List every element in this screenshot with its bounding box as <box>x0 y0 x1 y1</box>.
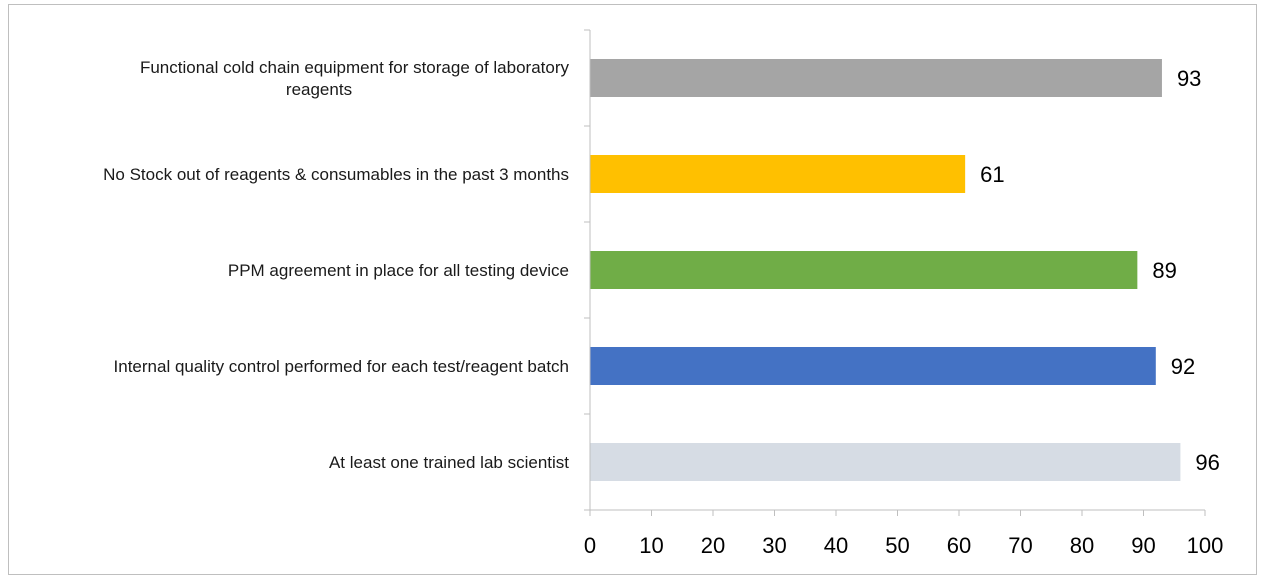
category-label-2: PPM agreement in place for all testing d… <box>228 261 569 280</box>
labels-group: 93 Functional cold chain equipment for st… <box>103 58 1223 558</box>
bar-4 <box>590 443 1181 481</box>
category-label-0-line-0: Functional cold chain equipment for stor… <box>140 58 570 77</box>
x-tick-label-0: 0 <box>584 533 596 558</box>
bar-0 <box>590 59 1162 97</box>
value-label-3: 92 <box>1171 354 1195 379</box>
x-tick-label-7: 70 <box>1008 533 1032 558</box>
value-label-4: 96 <box>1195 450 1219 475</box>
bar-3 <box>590 347 1156 385</box>
x-tick-label-1: 10 <box>639 533 663 558</box>
category-label-1: No Stock out of reagents & consumables i… <box>103 165 569 184</box>
bar-2 <box>590 251 1138 289</box>
x-tick-label-4: 40 <box>824 533 848 558</box>
x-tick-label-2: 20 <box>701 533 725 558</box>
value-label-1: 61 <box>980 162 1004 187</box>
value-label-2: 89 <box>1152 258 1176 283</box>
x-tick-label-6: 60 <box>947 533 971 558</box>
x-tick-label-3: 30 <box>762 533 786 558</box>
x-tick-label-8: 80 <box>1070 533 1094 558</box>
x-tick-label-9: 90 <box>1131 533 1155 558</box>
value-label-0: 93 <box>1177 66 1201 91</box>
bars-group <box>590 59 1181 481</box>
category-label-3: Internal quality control performed for e… <box>114 357 569 376</box>
category-label-4: At least one trained lab scientist <box>329 453 569 472</box>
x-tick-label-5: 50 <box>885 533 909 558</box>
axes-group <box>584 29 1206 516</box>
category-label-0-line-1: reagents <box>286 80 352 99</box>
bar-1 <box>590 155 966 193</box>
x-tick-label-10: 100 <box>1187 533 1224 558</box>
